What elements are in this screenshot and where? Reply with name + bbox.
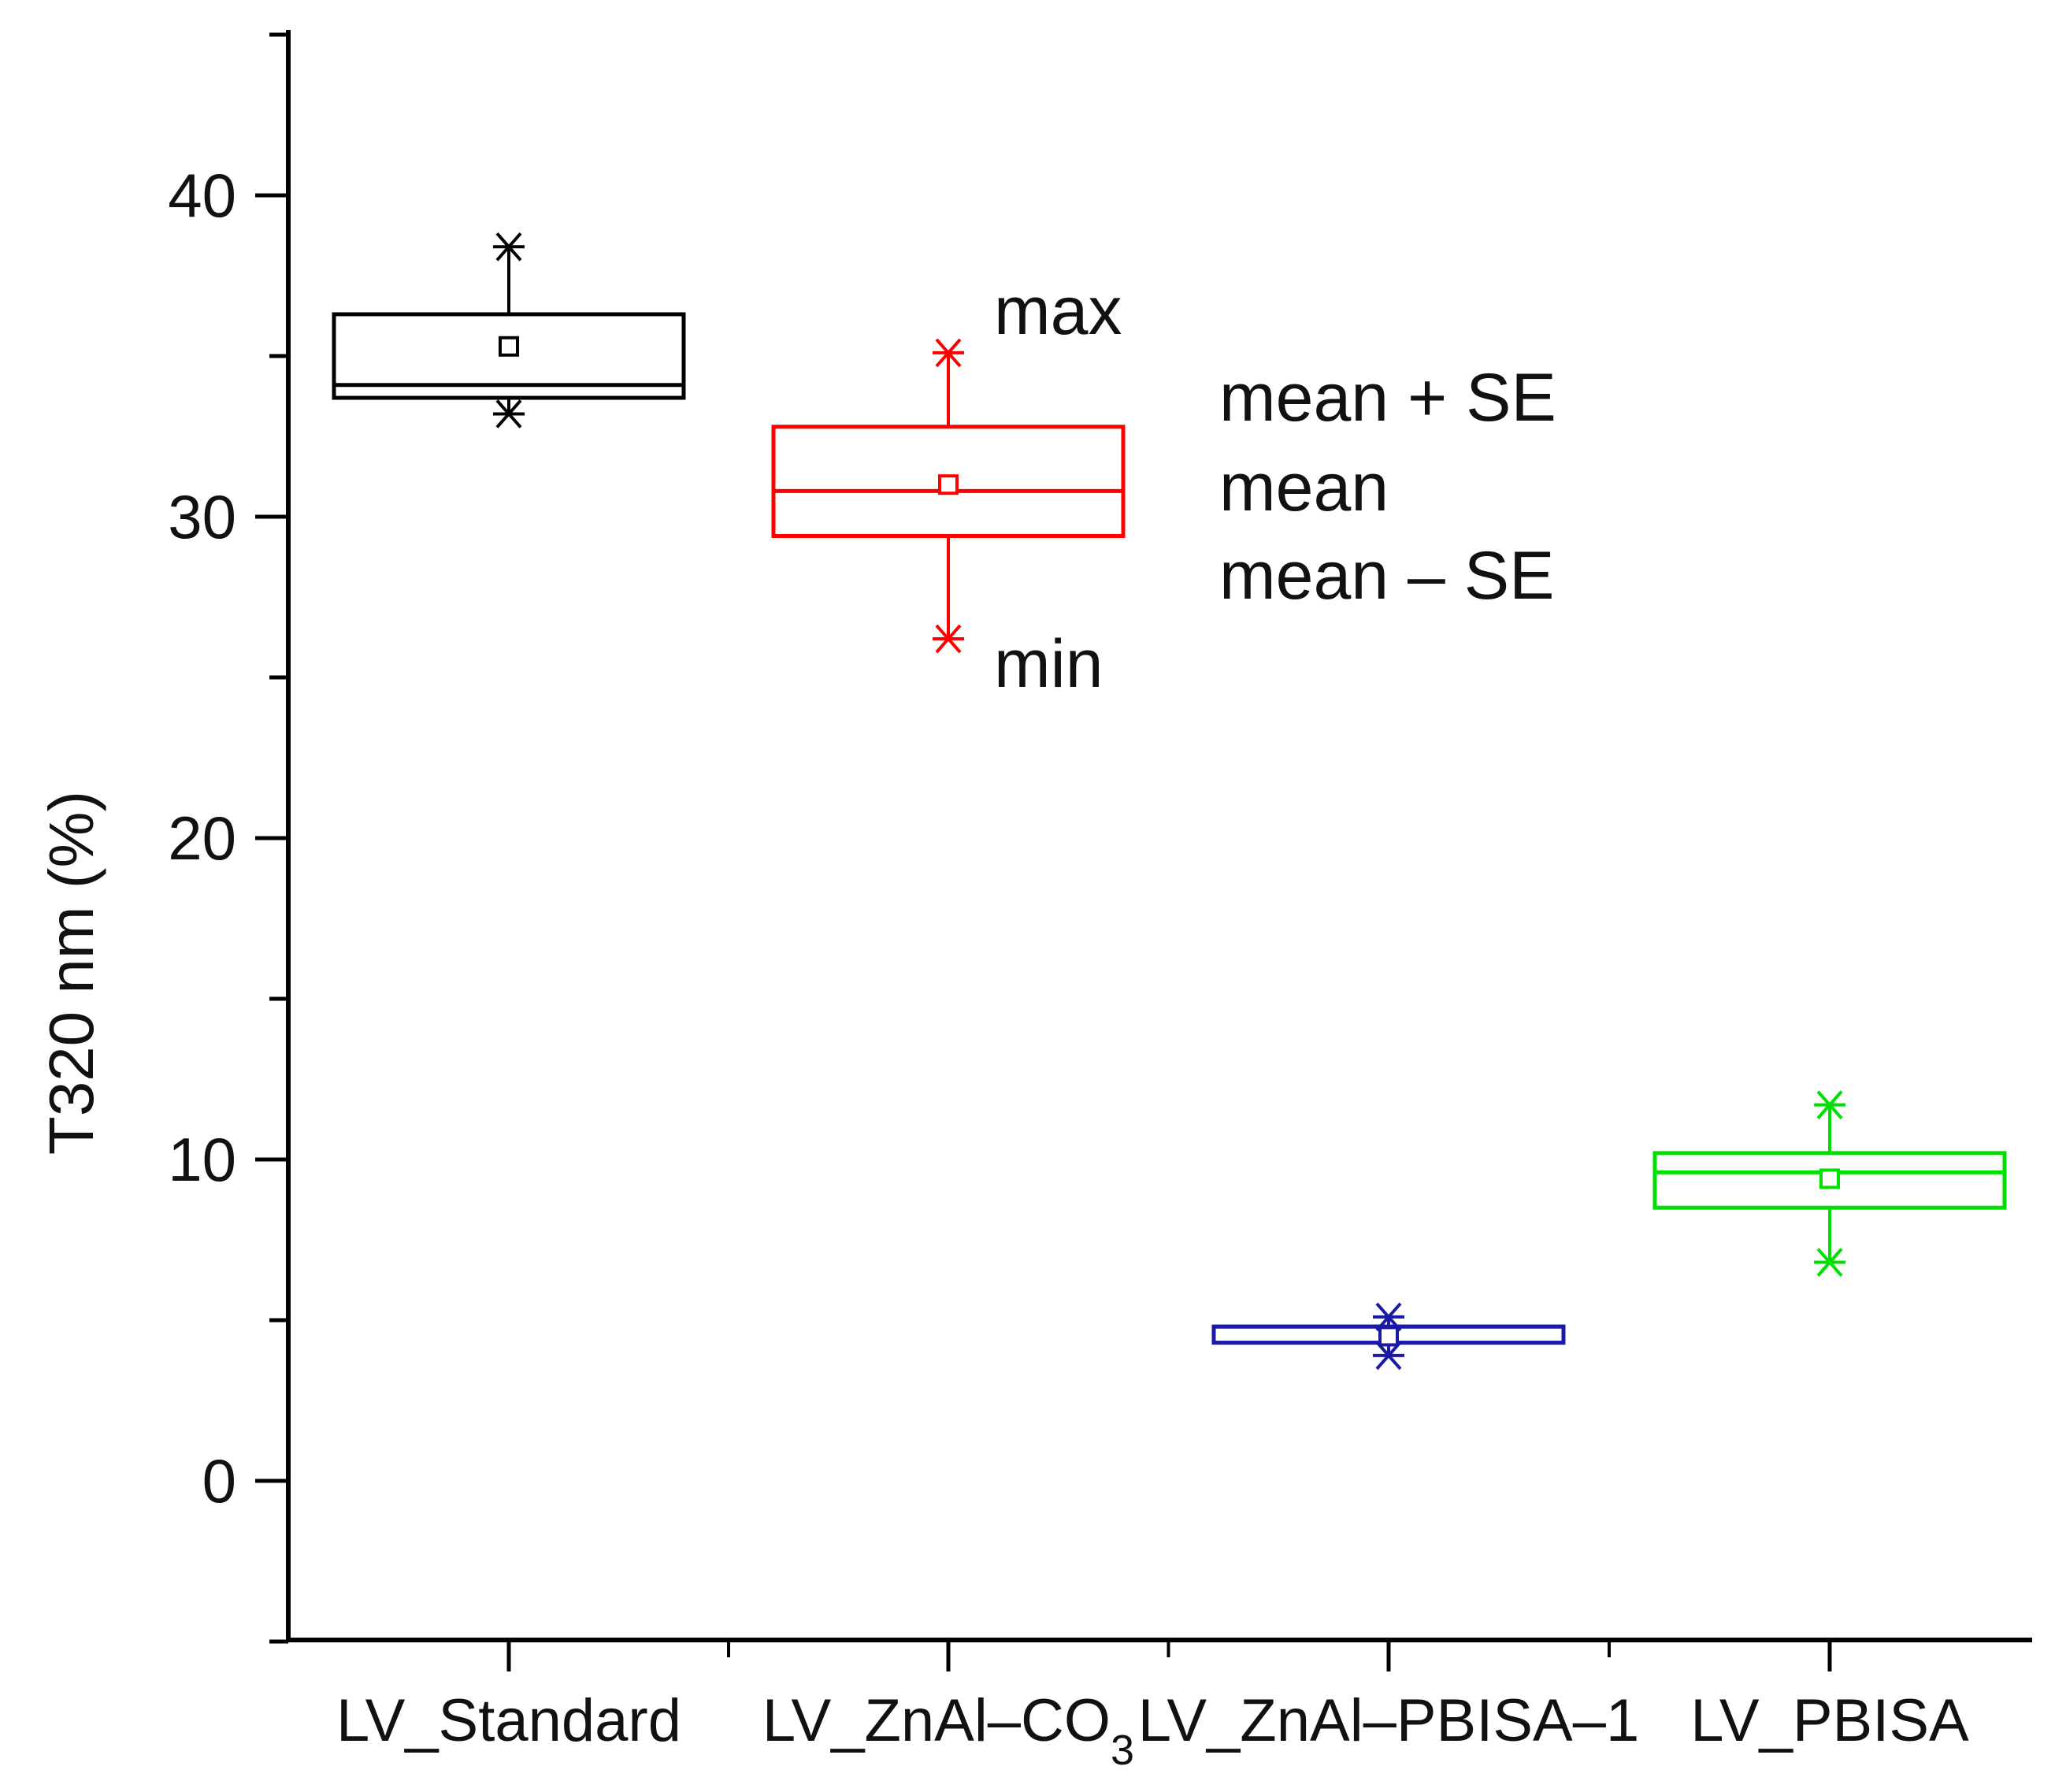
y-tick-label: 30 — [168, 482, 236, 551]
x-category-label: LV_ZnAl–PBISA–1 — [1138, 1687, 1640, 1754]
x-category-label: LV_PBISA — [1690, 1687, 1969, 1754]
min-marker — [493, 399, 525, 429]
min-marker-stroke-d2 — [1816, 1248, 1843, 1277]
max-marker — [1373, 1302, 1404, 1332]
box-group — [1652, 1090, 2007, 1277]
min-marker — [933, 624, 964, 654]
box-rect — [771, 425, 1126, 538]
max-marker-stroke-d2 — [1375, 1302, 1402, 1332]
y-axis-title: T320 nm (%) — [36, 791, 106, 1155]
y-tick-label: 0 — [202, 1446, 236, 1516]
x-category-label: LV_Standard — [336, 1687, 681, 1754]
mean-marker — [938, 474, 959, 495]
mean-marker — [499, 336, 519, 357]
annotation-mean-plus-se: mean + SE — [1219, 360, 1556, 436]
min-marker-stroke-d2 — [935, 624, 962, 654]
box-rect — [1652, 1151, 2007, 1210]
y-tick-label: 10 — [168, 1125, 236, 1194]
x-category-label: LV_ZnAl–CO3 — [762, 1687, 1134, 1774]
mean-marker — [1819, 1168, 1840, 1189]
annotation-mean: mean — [1219, 450, 1389, 525]
box-group — [1211, 1302, 1566, 1371]
box-rect — [332, 312, 686, 400]
max-marker — [1814, 1090, 1845, 1119]
axes-layer — [255, 30, 2032, 1671]
min-marker — [1814, 1248, 1845, 1277]
max-marker — [493, 232, 525, 262]
max-marker-stroke-d2 — [935, 338, 962, 368]
boxes-layer — [332, 232, 2007, 1371]
mean-marker — [1378, 1326, 1399, 1347]
labels-layer: 0 10 20 30 40 LV_Standard LV_ZnAl–CO3 LV_ZnAl–P… — [168, 161, 1969, 1774]
max-marker-stroke-d2 — [495, 232, 522, 262]
annotation-min: min — [994, 626, 1103, 702]
box-group — [771, 338, 1126, 654]
min-marker-stroke-d2 — [1375, 1341, 1402, 1371]
annotation-mean-minus-se: mean – SE — [1219, 538, 1554, 614]
y-tick-label: 20 — [168, 803, 236, 873]
min-marker-stroke-d2 — [495, 399, 522, 429]
min-marker — [1373, 1341, 1404, 1371]
max-marker — [933, 338, 964, 368]
max-marker-stroke-d2 — [1816, 1090, 1843, 1119]
y-tick-label: 40 — [168, 161, 236, 230]
box-group — [332, 232, 686, 429]
annotation-max: max — [994, 273, 1122, 349]
